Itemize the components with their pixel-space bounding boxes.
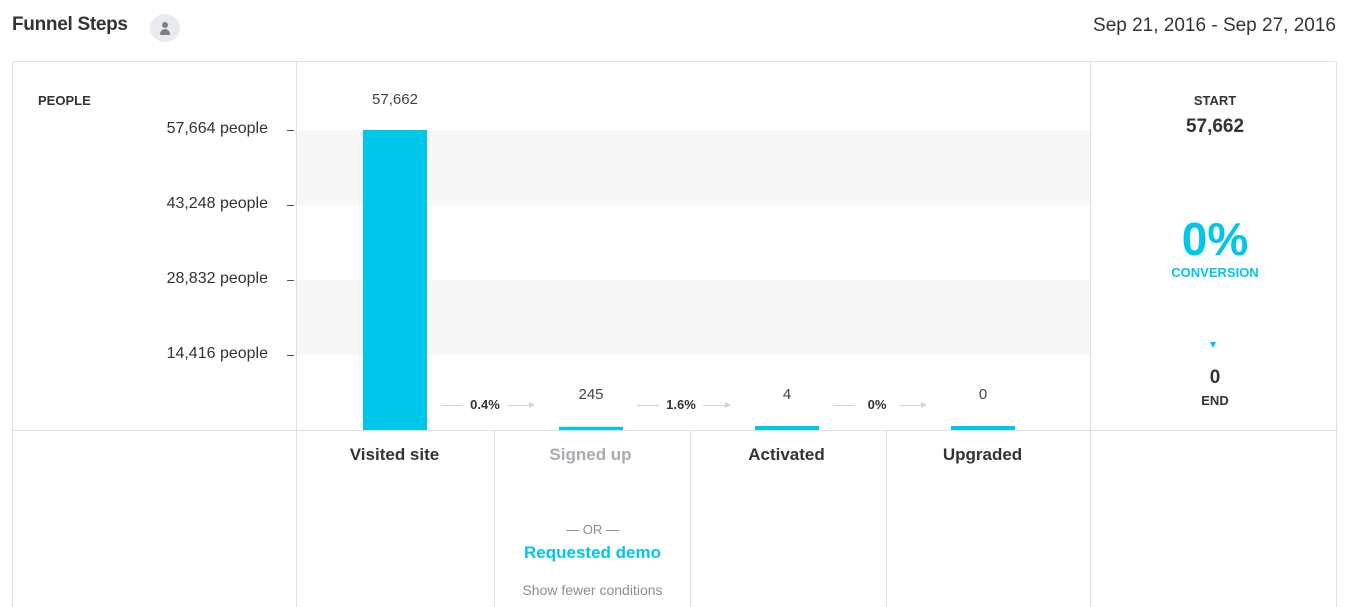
summary-conversion-label: CONVERSION — [1171, 265, 1259, 280]
conversion-rate-label: 0.4% — [470, 397, 500, 412]
step-alt-condition[interactable]: Requested demo — [524, 543, 661, 562]
step-name[interactable]: Upgraded — [942, 445, 1023, 464]
y-tick-label: 14,416 people — [166, 345, 268, 362]
y-tick-label: 28,832 people — [166, 270, 268, 287]
bar-value-label: 0 — [978, 386, 988, 403]
show-fewer-conditions-link[interactable]: Show fewer conditions — [522, 582, 663, 598]
conversion-arrow: 0% — [833, 397, 933, 413]
arrow-right-icon — [921, 402, 927, 408]
user-icon-head — [162, 22, 168, 28]
summary-end-value: 0 — [1209, 367, 1221, 388]
conversion-arrow-line — [899, 405, 921, 406]
step-name[interactable]: Activated — [748, 445, 825, 464]
summary-start-value: 57,662 — [1185, 116, 1245, 137]
step-name[interactable]: Visited site — [349, 445, 440, 464]
conversion-arrow-line — [507, 405, 529, 406]
conversion-arrow: 1.6% — [637, 397, 737, 413]
funnel-card: PEOPLE 57,664 people 43,248 people 28,832 … — [12, 61, 1338, 607]
conversion-arrow-line — [637, 405, 659, 406]
step-name[interactable]: Signed up — [549, 445, 632, 464]
y-tick-mark — [287, 355, 294, 356]
conversion-arrow-line — [703, 405, 725, 406]
y-tick-label: 43,248 people — [166, 195, 268, 212]
conversion-arrow: 0.4% — [441, 397, 541, 413]
y-tick-label: 57,664 people — [166, 120, 268, 137]
conversion-rate-label: 1.6% — [666, 397, 696, 412]
summary-end-label: END — [1201, 393, 1229, 408]
user-icon[interactable] — [150, 14, 180, 42]
funnel-bar[interactable] — [951, 426, 1015, 430]
conversion-arrow-line — [833, 405, 855, 406]
summary-start-label: START — [1193, 93, 1237, 108]
down-arrow-icon — [1210, 342, 1216, 348]
arrow-right-icon — [725, 402, 731, 408]
arrow-right-icon — [529, 402, 535, 408]
y-tick-mark — [287, 130, 294, 131]
divider-chart-bottom — [13, 430, 1338, 431]
y-tick-mark — [287, 280, 294, 281]
divider-step-2 — [690, 430, 691, 607]
divider-step-3 — [886, 430, 887, 607]
bar-value-label: 4 — [782, 386, 792, 403]
funnel-bar[interactable] — [363, 130, 427, 430]
user-icon-body — [160, 29, 170, 35]
y-tick-mark — [287, 205, 294, 206]
funnel-bar-underline — [559, 427, 623, 430]
summary-conversion-value: 0% — [1181, 213, 1249, 265]
date-range[interactable]: Sep 21, 2016 - Sep 27, 2016 — [1093, 15, 1336, 36]
step-or-label: — OR — — [566, 522, 619, 537]
page-title: Funnel Steps — [12, 14, 128, 35]
funnel-bar[interactable] — [755, 426, 819, 430]
grid-band — [297, 280, 1090, 355]
bar-value-label: 245 — [578, 386, 604, 403]
divider-axis — [296, 62, 297, 607]
conversion-rate-label: 0% — [867, 397, 887, 412]
divider-step-1 — [494, 430, 495, 607]
y-axis-title: PEOPLE — [38, 93, 91, 108]
grid-band — [297, 130, 1090, 205]
divider-summary — [1090, 62, 1091, 607]
conversion-arrow-line — [441, 405, 463, 406]
bar-value-label: 57,662 — [372, 91, 418, 108]
